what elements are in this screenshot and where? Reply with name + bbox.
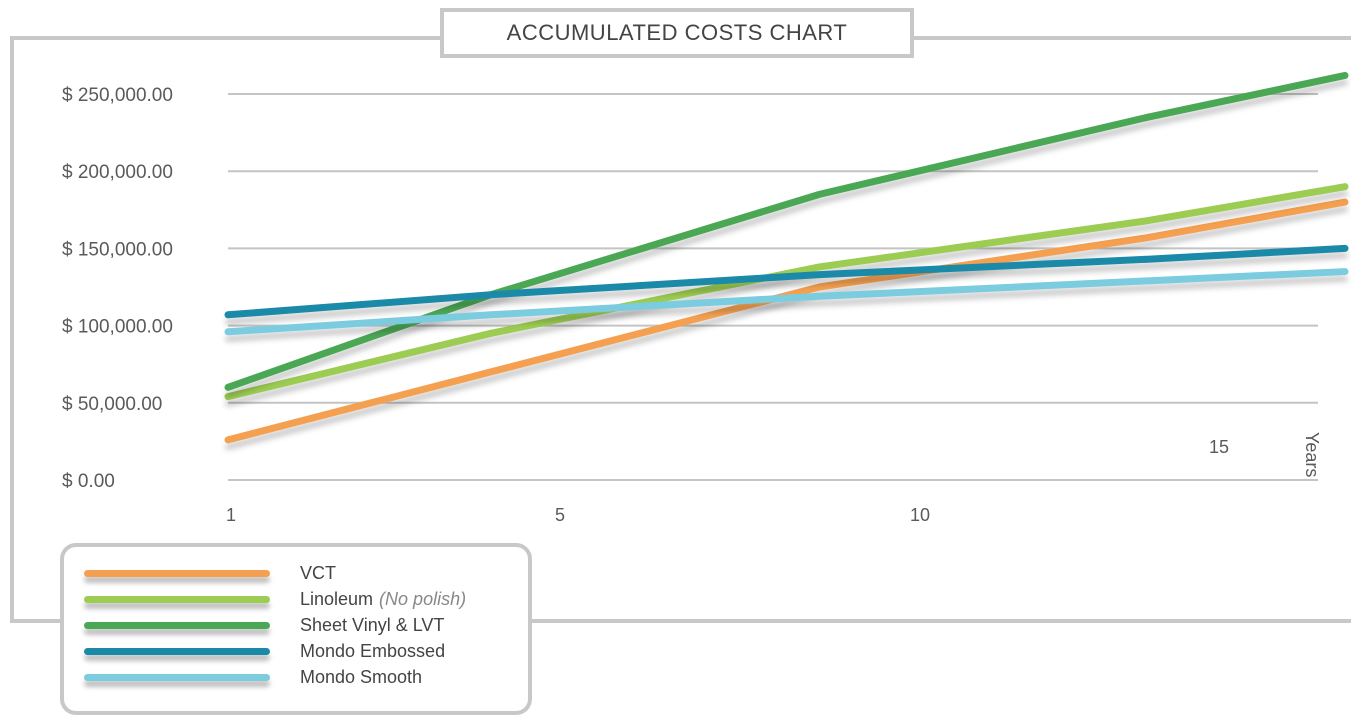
legend-label: VCT — [300, 562, 336, 583]
y-tick-label: $ 100,000.00 — [62, 317, 173, 338]
x-tick-label: 5 — [555, 505, 565, 525]
series-line — [224, 268, 1349, 336]
x-tick-label: 10 — [910, 505, 930, 525]
legend-item: Mondo Embossed — [84, 639, 445, 663]
chart-title: ACCUMULATED COSTS CHART — [440, 8, 914, 58]
legend-swatch — [84, 673, 270, 681]
chart-legend: VCT Linoleum (No polish) Sheet Vinyl & LVT M… — [60, 543, 532, 715]
chart-title-text: ACCUMULATED COSTS CHART — [506, 20, 848, 45]
x-tick-label: 1 — [226, 505, 236, 525]
x-axis-label: Years — [1302, 432, 1322, 477]
series-line — [224, 244, 1349, 319]
legend-item: Sheet Vinyl & LVT — [84, 613, 444, 637]
legend-swatch — [84, 621, 270, 629]
y-tick-label: $ 0.00 — [62, 471, 115, 492]
legend-label: Linoleum (No polish) — [300, 588, 467, 609]
x-tick-label: 15 — [1209, 437, 1229, 457]
legend-item: VCT — [84, 561, 336, 585]
series-line — [224, 183, 1349, 401]
legend-swatch — [84, 647, 270, 655]
y-tick-label: $ 150,000.00 — [62, 239, 173, 260]
series-line-shadow — [225, 252, 1348, 325]
legend-item: Linoleum (No polish) — [84, 587, 466, 611]
legend-item: Mondo Smooth — [84, 665, 422, 689]
y-tick-label: $ 50,000.00 — [62, 394, 162, 415]
legend-note: (No polish) — [379, 588, 467, 609]
legend-label: Sheet Vinyl & LVT — [300, 614, 445, 635]
legend-label: Mondo Embossed — [300, 640, 446, 661]
series-line-shadow — [225, 79, 1348, 398]
legend-label: Mondo Smooth — [300, 666, 423, 687]
series-line-shadow — [225, 275, 1348, 342]
series-line — [224, 198, 1349, 444]
legend-swatch — [84, 569, 270, 577]
y-tick-label: $ 250,000.00 — [62, 85, 173, 106]
legend-swatch — [84, 595, 270, 603]
y-tick-label: $ 200,000.00 — [62, 162, 173, 183]
